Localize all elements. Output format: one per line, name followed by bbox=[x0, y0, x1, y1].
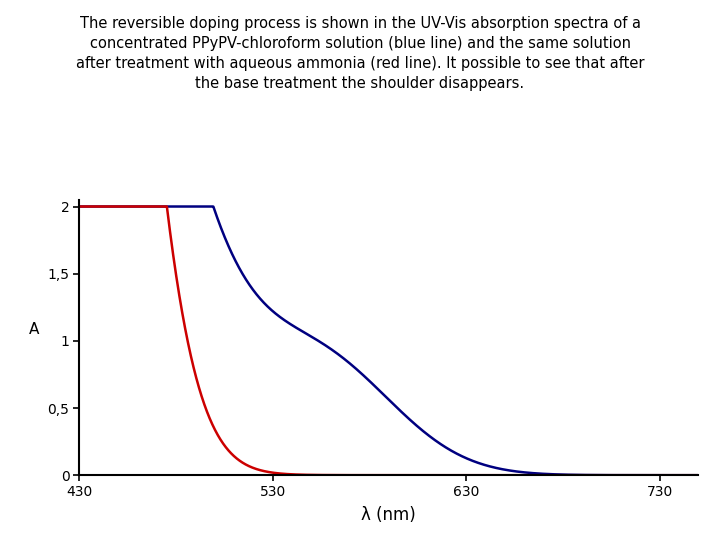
Y-axis label: A: A bbox=[28, 322, 39, 338]
Text: The reversible doping process is shown in the UV-Vis absorption spectra of a
con: The reversible doping process is shown i… bbox=[76, 16, 644, 91]
X-axis label: λ (nm): λ (nm) bbox=[361, 506, 416, 524]
